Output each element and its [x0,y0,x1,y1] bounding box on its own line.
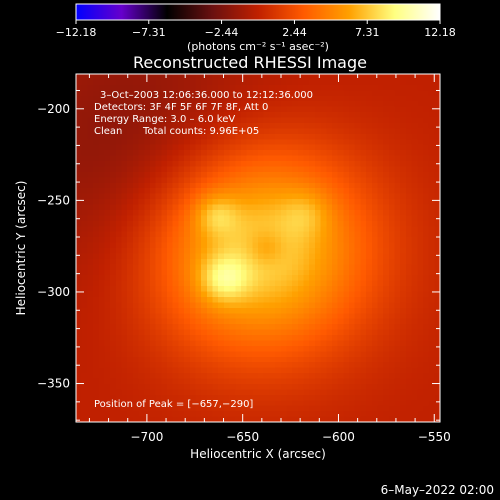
colorbar-ticks: −12.18 −7.31 −2.44 2.44 7.31 12.18 [56,20,456,39]
y-axis-label: Heliocentric Y (arcsec) [14,181,28,316]
x-tick-label: −700 [130,430,163,444]
annotation-energy: Energy Range: 3.0 – 6.0 keV [94,114,235,125]
colorbar: −12.18 −7.31 −2.44 2.44 7.31 12.18 (photons c… [56,3,456,53]
colorbar-tick-label: −7.31 [132,26,166,39]
colorbar-frame [75,3,441,21]
annotation-clean: Clean [94,126,122,137]
x-tick-labels: −700 −650 −600 −550 [130,430,450,444]
annotation-total-counts: Total counts: 9.96E+05 [142,126,259,137]
y-tick-label: −350 [37,377,70,391]
y-tick-label: −250 [37,193,70,207]
colorbar-tick-label: 12.18 [424,26,456,39]
axis-ticks [76,74,440,422]
footer-date: 6–May–2022 02:00 [381,483,494,497]
plot-frame [75,73,441,423]
colorbar-tick-label: −12.18 [56,26,97,39]
y-tick-labels: −200 −250 −300 −350 [37,102,70,391]
colorbar-tick-label: 7.31 [355,26,380,39]
heatmap-image [76,74,440,422]
colorbar-gradient [76,4,440,20]
x-tick-label: −650 [226,430,259,444]
colorbar-tick-label: 2.44 [282,26,307,39]
x-axis-label: Heliocentric X (arcsec) [190,447,326,461]
y-tick-label: −200 [37,102,70,116]
x-tick-label: −600 [322,430,355,444]
annotation-detectors: Detectors: 3F 4F 5F 6F 7F 8F, Att 0 [94,102,268,113]
annotation-time: 3–Oct–2003 12:06:36.000 to 12:12:36.000 [100,90,313,101]
plot-area: 3–Oct–2003 12:06:36.000 to 12:12:36.000 … [75,73,441,423]
x-tick-label: −550 [418,430,451,444]
colorbar-tick-label: −2.44 [205,26,239,39]
annotation-peak: Position of Peak = [−657,−290] [94,399,253,410]
chart-title: Reconstructed RHESSI Image [133,53,367,72]
y-tick-label: −300 [37,285,70,299]
colorbar-units: (photons cm⁻² s⁻¹ asec⁻²) [187,40,329,53]
